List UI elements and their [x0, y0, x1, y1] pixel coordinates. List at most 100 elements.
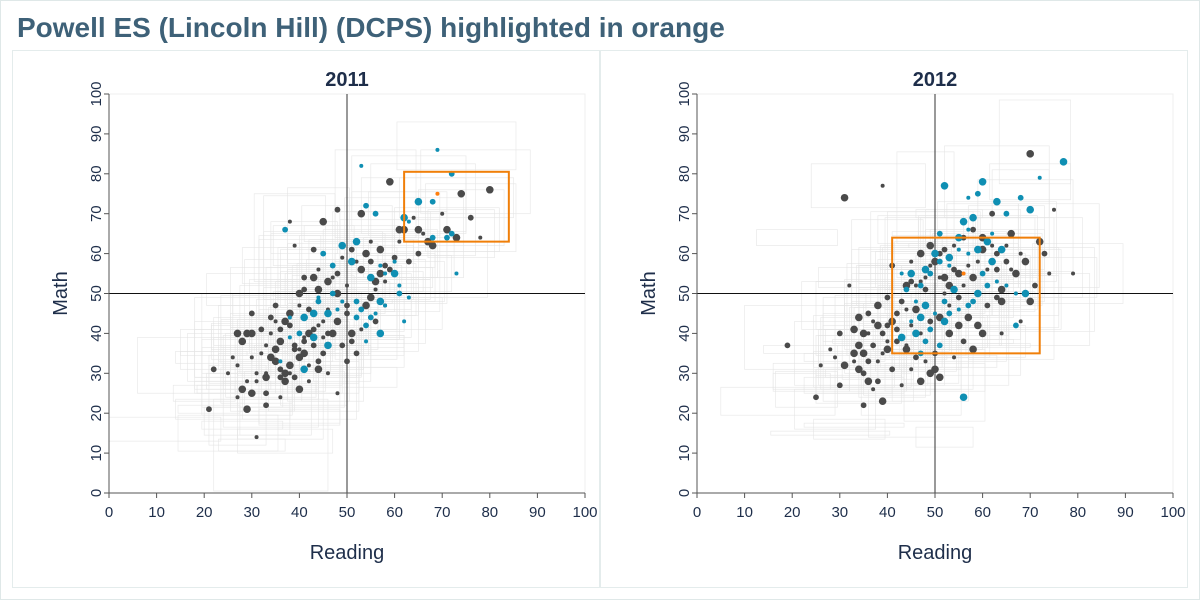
data-point-gray [262, 373, 270, 382]
range-box [177, 414, 279, 452]
data-point-gray [405, 258, 412, 265]
data-point-gray [969, 345, 977, 354]
data-point-gray [1026, 150, 1034, 158]
y-tick-label: 0 [676, 489, 693, 497]
data-point-gray [985, 267, 990, 272]
range-box [756, 229, 838, 246]
data-point-blue [936, 258, 943, 265]
y-tick-label: 90 [676, 126, 693, 143]
data-point-gray [286, 309, 294, 318]
data-point-gray [865, 310, 872, 317]
data-point-blue [940, 317, 949, 326]
data-point-gray [870, 342, 877, 349]
data-point-gray [879, 330, 886, 337]
data-point-gray [286, 322, 293, 329]
data-point-blue [931, 249, 939, 258]
range-box [772, 372, 831, 390]
data-point-blue [282, 226, 289, 233]
x-tick-label: 40 [879, 504, 896, 521]
y-tick-label: 70 [676, 205, 693, 222]
data-point-gray [249, 355, 254, 360]
data-point-gray [969, 273, 977, 282]
data-point-gray [263, 402, 269, 409]
data-point-gray [947, 303, 952, 308]
data-point-blue [913, 299, 918, 304]
data-point-gray [206, 406, 212, 413]
data-point-gray [828, 347, 833, 352]
data-point-blue [376, 329, 385, 338]
y-tick-label: 40 [676, 325, 693, 342]
data-point-gray [334, 206, 341, 213]
data-point-gray [316, 267, 321, 272]
data-point-gray [860, 370, 867, 377]
data-point-gray [248, 310, 255, 317]
data-point-blue [376, 297, 385, 306]
data-point-blue [363, 322, 369, 329]
data-point-gray [314, 365, 323, 374]
data-point-gray [344, 302, 350, 309]
data-point-blue [329, 290, 336, 297]
data-point-blue [315, 298, 322, 305]
x-tick-label: 20 [784, 504, 801, 521]
data-point-gray [281, 317, 289, 326]
data-point-gray [362, 249, 370, 258]
data-point-gray [254, 371, 259, 376]
data-point-gray [415, 250, 422, 257]
data-point-gray [918, 279, 923, 284]
data-point-gray [238, 337, 247, 346]
data-point-gray [904, 343, 909, 348]
data-point-blue [1037, 175, 1042, 180]
data-point-gray [935, 373, 944, 382]
data-point-blue [363, 202, 369, 209]
chart-title: 2012 [913, 69, 958, 91]
data-point-gray [258, 326, 265, 333]
data-point-blue [997, 245, 1006, 254]
data-point-gray [319, 217, 328, 226]
data-point-gray [286, 361, 294, 370]
data-point-gray [850, 349, 858, 358]
data-point-gray [1021, 257, 1030, 266]
data-point-gray [248, 389, 256, 398]
data-point-gray [836, 382, 843, 389]
data-point-blue [367, 314, 374, 321]
data-point-gray [333, 317, 342, 326]
y-tick-label: 90 [88, 126, 105, 143]
data-point-gray [421, 231, 426, 236]
x-tick-label: 0 [105, 504, 113, 521]
data-point-blue [974, 245, 982, 254]
data-point-blue [988, 257, 996, 266]
data-point-gray [1052, 207, 1056, 212]
data-point-gray [974, 321, 982, 330]
y-axis-label: Math [638, 271, 660, 315]
data-point-gray [874, 321, 882, 330]
data-point-gray [357, 265, 366, 274]
highlight-box [403, 170, 510, 243]
data-point-gray [273, 319, 278, 324]
data-point-gray [300, 349, 308, 358]
data-point-blue [907, 269, 915, 278]
data-point-blue [927, 326, 934, 333]
data-point-gray [291, 346, 298, 353]
scatter-chart-2011: 2011 0 10 20 30 40 50 60 70 80 90 100 0 10 20 30 40 50 60 7… [50, 69, 598, 564]
data-point-blue [936, 342, 943, 349]
data-point-gray [340, 255, 345, 260]
data-point-gray [344, 310, 350, 317]
data-point-gray [277, 366, 284, 373]
x-tick-label: 60 [386, 504, 403, 521]
data-point-blue [358, 306, 365, 313]
data-point-gray [291, 342, 298, 349]
data-point-blue [974, 190, 981, 197]
x-tick-label: 20 [196, 504, 213, 521]
data-point-gray [999, 331, 1004, 336]
data-point-gray [310, 326, 317, 333]
data-point-gray [955, 321, 963, 330]
data-point-gray [353, 350, 360, 357]
data-point-blue [959, 393, 968, 402]
y-tick-label: 0 [88, 489, 105, 497]
x-tick-label: 10 [148, 504, 165, 521]
data-point-gray [301, 338, 308, 345]
range-box [810, 163, 926, 209]
data-point-blue [364, 339, 369, 344]
data-point-gray [923, 275, 928, 280]
data-point-gray [383, 279, 388, 284]
